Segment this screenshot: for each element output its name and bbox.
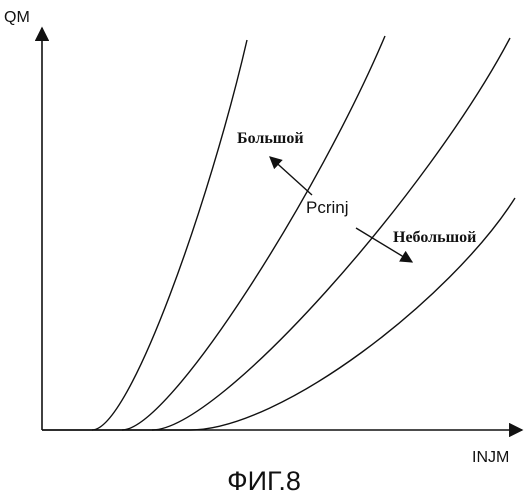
arrow-to-large xyxy=(270,157,312,195)
figure-caption: ФИГ.8 xyxy=(227,466,301,496)
curve-1 xyxy=(42,40,247,430)
curve-2 xyxy=(92,36,385,430)
y-axis-label: QM xyxy=(4,9,30,26)
pcrinj-label: Pcrinj xyxy=(306,198,349,217)
large-label: Большой xyxy=(237,130,304,147)
small-label: Небольшой xyxy=(393,229,476,246)
x-axis-label: INJM xyxy=(472,449,509,466)
